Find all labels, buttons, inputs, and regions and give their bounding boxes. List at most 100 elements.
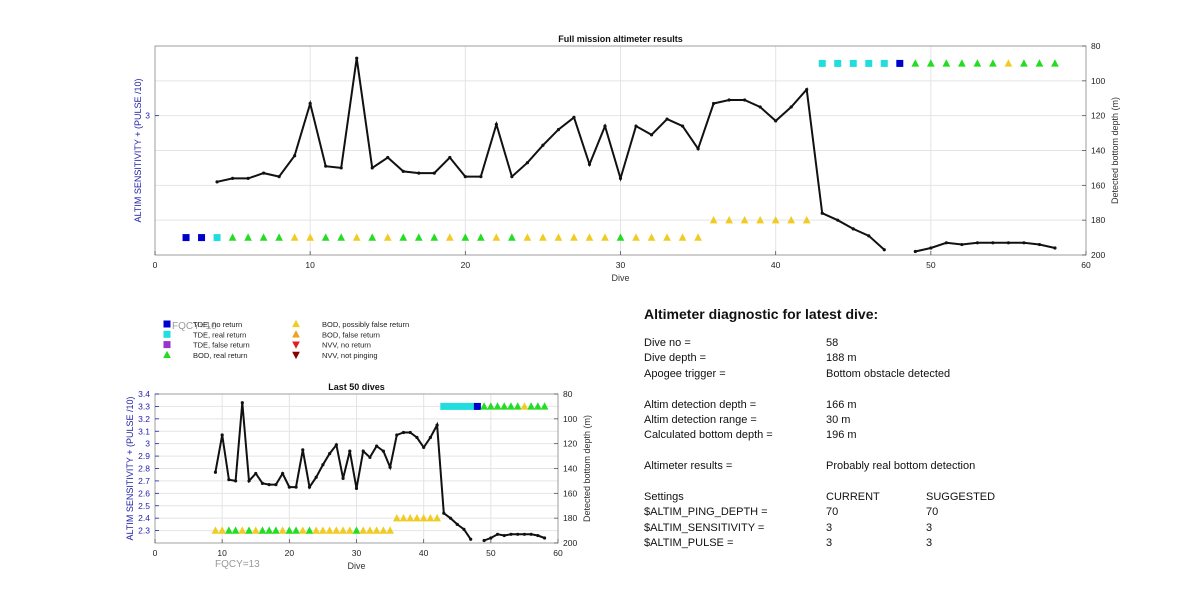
- depth-point: [696, 147, 700, 151]
- mode-marker: [513, 402, 522, 410]
- setting-suggested: 3: [926, 537, 933, 550]
- legend-label: TDE, false return: [193, 341, 250, 350]
- mode-marker: [265, 526, 274, 534]
- depth-point: [536, 533, 540, 538]
- results-label: Altimeter results =: [644, 460, 733, 473]
- mode-marker: [352, 233, 361, 241]
- depth-point: [294, 485, 298, 489]
- depth-point: [649, 133, 654, 137]
- depth-point: [227, 478, 231, 482]
- dive-depth-row: Dive depth = 188 m: [644, 351, 1164, 366]
- depth-point: [525, 161, 530, 165]
- mode-marker: [492, 233, 501, 241]
- legend-label: BOD, real return: [193, 351, 248, 360]
- settings-label: Settings: [644, 490, 684, 503]
- depth-point: [334, 443, 338, 447]
- mode-marker: [527, 402, 535, 410]
- depth-point: [354, 486, 359, 490]
- legend-label: NVV, not pinging: [322, 351, 378, 360]
- depth-line: [483, 533, 545, 542]
- mode-marker: [339, 526, 347, 534]
- y-axis-label-left: ALTIM SENSITIVITY + (PULSE /10): [133, 79, 143, 223]
- mode-marker: [849, 59, 857, 67]
- mode-marker: [787, 215, 796, 224]
- setting-current: 3: [826, 521, 833, 534]
- mode-marker: [445, 233, 454, 241]
- depth-point: [432, 171, 436, 175]
- depth-point: [1006, 241, 1011, 245]
- depth-point: [587, 162, 592, 167]
- depth-point: [572, 115, 576, 120]
- depth-point: [522, 532, 527, 536]
- mode-marker: [213, 234, 221, 242]
- chart-title: Last 50 dives: [328, 382, 385, 392]
- mode-marker: [292, 526, 300, 534]
- mode-marker: [406, 513, 415, 522]
- depth-point: [469, 537, 473, 541]
- mode-marker: [896, 59, 904, 67]
- apogee-value: Bottom obstacle detected: [826, 367, 951, 380]
- y-axis-label-right: Detected bottom depth (m): [1110, 97, 1120, 204]
- mode-marker: [399, 233, 408, 241]
- legend-label: BOD, false return: [322, 330, 380, 339]
- mode-marker: [523, 233, 532, 241]
- legend-marker: [292, 341, 300, 349]
- y-tick-label-left: 3.4: [138, 389, 150, 399]
- settings-header-row: Settings CURRENT SUGGESTED: [644, 490, 1164, 505]
- x-tick-label: 20: [461, 260, 471, 270]
- depth-point: [307, 485, 312, 489]
- depth-point: [301, 448, 305, 452]
- mode-marker: [973, 59, 982, 67]
- depth-point: [293, 154, 297, 158]
- mode-marker: [278, 526, 287, 534]
- y-tick-label-left: 2.3: [138, 526, 150, 536]
- mode-marker: [534, 402, 542, 410]
- depth-point: [281, 471, 285, 476]
- depth-point: [287, 485, 291, 489]
- mode-marker: [554, 233, 563, 241]
- mode-marker: [251, 526, 260, 534]
- mode-marker: [1004, 59, 1013, 67]
- depth-point: [417, 171, 421, 175]
- dive-no-row: Dive no = 58: [644, 336, 1164, 351]
- mode-marker: [372, 526, 381, 534]
- y-tick-label-left: 3.3: [138, 401, 150, 411]
- mode-marker: [802, 215, 811, 224]
- mode-marker: [244, 233, 252, 241]
- calculated-depth-row: Calculated bottom depth = 196 m: [644, 428, 1164, 443]
- depth-point: [743, 98, 747, 102]
- depth-point: [220, 433, 224, 437]
- mode-marker: [460, 402, 468, 410]
- mode-marker: [467, 402, 475, 410]
- y-tick-label-right: 140: [563, 464, 577, 474]
- depth-point: [274, 483, 278, 487]
- mode-marker: [1035, 59, 1044, 67]
- depth-point: [213, 470, 218, 474]
- mode-marker: [225, 526, 233, 534]
- depth-point: [929, 246, 933, 250]
- depth-point: [370, 166, 374, 170]
- mode-marker: [834, 59, 842, 67]
- mode-marker: [352, 526, 361, 534]
- x-tick-label: 50: [926, 260, 936, 270]
- depth-point: [339, 166, 343, 170]
- depth-point: [401, 169, 405, 173]
- depth-point: [428, 435, 432, 440]
- depth-point: [435, 423, 439, 427]
- depth-point: [341, 476, 345, 481]
- mode-marker: [321, 233, 330, 241]
- depth-point: [975, 241, 979, 245]
- detection-depth-label: Altim detection depth =: [644, 398, 757, 411]
- legend-marker: [163, 320, 171, 328]
- depth-point: [542, 536, 547, 540]
- depth-point: [448, 155, 452, 160]
- mode-marker: [865, 59, 873, 67]
- frequency-annotation: FQCY=13: [215, 559, 260, 570]
- depth-point: [401, 430, 406, 435]
- mode-marker: [500, 402, 509, 410]
- current-header: CURRENT: [826, 490, 880, 503]
- y-tick-label-right: 200: [1091, 250, 1105, 260]
- depth-point: [1022, 241, 1026, 245]
- mode-marker: [911, 59, 920, 67]
- mode-marker: [880, 59, 888, 67]
